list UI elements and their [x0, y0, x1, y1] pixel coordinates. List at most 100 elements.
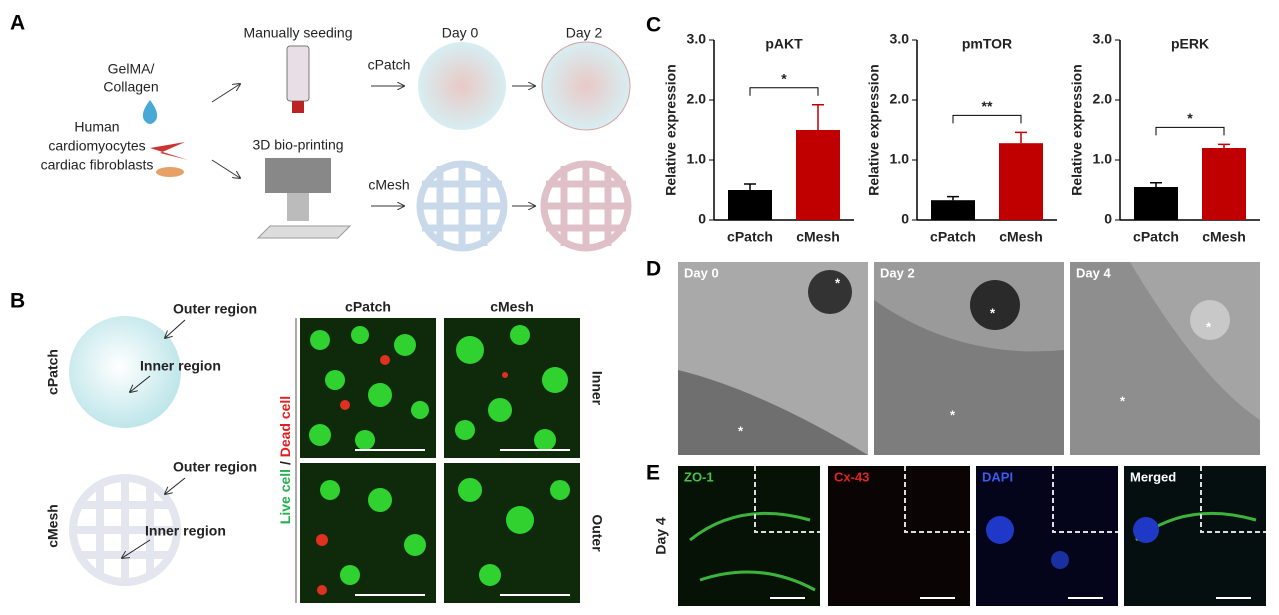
day-label: Day 2 [880, 265, 915, 280]
arrow [130, 375, 151, 392]
cell-label: Human [74, 119, 119, 135]
panel-label: B [10, 290, 25, 313]
y-axis-label: Relative expression [866, 64, 882, 196]
panel-label: D [646, 258, 661, 281]
arrow [165, 477, 186, 494]
panel-label: A [10, 12, 25, 35]
printer [265, 158, 331, 193]
channel-label: ZO-1 [684, 469, 714, 484]
group-label: cMesh [368, 177, 409, 193]
significance-label: ** [982, 98, 993, 114]
y-tick-label: 2.0 [687, 91, 707, 107]
region-label: Outer region [173, 459, 257, 475]
chart-title: pAKT [765, 36, 803, 52]
y-tick-label: 1.0 [890, 151, 910, 167]
chart-title: pmTOR [962, 36, 1012, 52]
stain-dead: Dead cell [277, 396, 293, 457]
arrow [211, 159, 240, 178]
step-label: 3D bio-printing [252, 137, 343, 153]
bar [999, 143, 1043, 220]
channel-label: DAPI [982, 469, 1013, 484]
y-tick-label: 3.0 [1093, 31, 1113, 47]
panel-label: E [646, 462, 660, 485]
material-label: Collagen [103, 79, 158, 95]
region-label: Outer region [173, 301, 257, 317]
significance-label: * [1187, 110, 1193, 126]
significance-bracket [1155, 126, 1225, 136]
y-tick-label: 1.0 [687, 151, 707, 167]
row-label: Day 4 [653, 517, 669, 555]
x-tick-label: cMesh [796, 229, 840, 245]
y-tick-label: 3.0 [687, 31, 707, 47]
x-tick-label: cMesh [1202, 229, 1246, 245]
x-tick-label: cPatch [1133, 229, 1179, 245]
arrow [122, 539, 151, 558]
y-tick-label: 3.0 [890, 31, 910, 47]
y-tick-label: 0 [698, 211, 706, 227]
y-axis-label: Relative expression [1069, 64, 1085, 196]
bar [728, 190, 772, 220]
immuno-images [678, 466, 1266, 606]
printer-bed [256, 225, 352, 239]
error-bar [812, 104, 824, 130]
bar-charts: 0 1.0 2.0 3.0 Relative expression pAKT cPatch c… [663, 31, 1260, 245]
material-label: GelMA/ [108, 61, 155, 77]
cell-icon [156, 167, 184, 177]
region-label: Inner region [140, 358, 221, 374]
mesh-schematic [69, 474, 181, 586]
day-label: Day 4 [1076, 265, 1111, 280]
marker: * [738, 423, 744, 438]
y-axis-label: Relative expression [663, 64, 679, 196]
marker: * [1206, 319, 1212, 334]
day-label: Day 2 [566, 25, 603, 41]
stain-legend: Live cell / Dead cell [277, 396, 293, 524]
y-tick-label: 2.0 [890, 91, 910, 107]
error-bar [1015, 131, 1027, 144]
chart-title: pERK [1171, 36, 1209, 52]
day-label: Day 0 [442, 25, 479, 41]
significance-label: * [781, 71, 787, 87]
side-label: cPatch [45, 349, 61, 395]
arrow [165, 319, 186, 338]
error-bar [1150, 182, 1162, 187]
error-bar [744, 183, 756, 190]
mesh-image [540, 160, 632, 252]
patch-schematic [69, 316, 181, 428]
significance-bracket [749, 87, 819, 96]
fluorescence-images [300, 318, 580, 603]
column-label: cPatch [345, 299, 391, 315]
y-tick-label: 1.0 [1093, 151, 1113, 167]
marker: * [990, 305, 996, 320]
panel-label: C [646, 14, 661, 37]
column-label: cMesh [490, 299, 534, 315]
tem-images [678, 262, 1260, 455]
x-tick-label: cPatch [727, 229, 773, 245]
bar [1134, 187, 1178, 220]
row-label: Outer [589, 514, 605, 552]
patch-image [541, 41, 631, 131]
row-label: Inner [589, 371, 605, 406]
day-label: Day 0 [684, 265, 719, 280]
cell-label: cardiac fibroblasts [41, 157, 154, 173]
error-bar [1218, 143, 1230, 148]
side-label: cMesh [45, 504, 61, 548]
syringe [286, 45, 310, 102]
arrow [211, 84, 240, 103]
drop-icon [142, 100, 158, 124]
y-tick-label: 0 [1104, 211, 1112, 227]
marker: * [950, 407, 956, 422]
bar [1202, 148, 1246, 220]
y-tick-label: 2.0 [1093, 91, 1113, 107]
stain-sep: / [277, 461, 293, 465]
syringe-tip [292, 101, 304, 113]
bar [796, 130, 840, 220]
printer-head [287, 193, 309, 221]
step-label: Manually seeding [244, 25, 353, 41]
marker: * [1120, 393, 1126, 408]
channel-label: Merged [1130, 469, 1176, 484]
group-label: cPatch [368, 57, 411, 73]
x-tick-label: cPatch [930, 229, 976, 245]
error-bar [947, 195, 959, 201]
